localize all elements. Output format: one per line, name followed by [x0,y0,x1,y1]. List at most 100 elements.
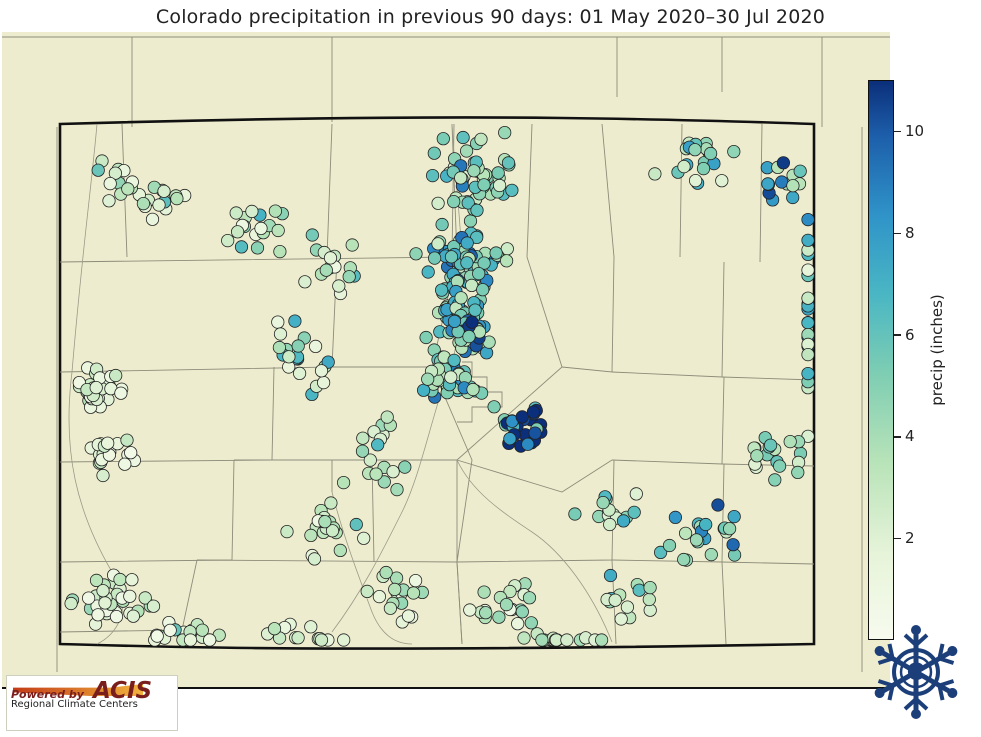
station-point[interactable] [333,280,345,292]
station-point[interactable] [305,529,317,541]
station-point[interactable] [649,168,661,180]
station-point[interactable] [502,157,514,169]
station-point[interactable] [119,458,131,470]
station-point[interactable] [522,438,534,450]
station-point[interactable] [372,439,384,451]
station-point[interactable] [469,304,481,316]
station-point[interactable] [97,469,109,481]
station-point[interactable] [802,317,814,329]
station-point[interactable] [516,606,528,618]
station-point[interactable] [609,594,621,606]
station-point[interactable] [102,437,114,449]
station-point[interactable] [617,515,629,527]
station-point[interactable] [370,468,382,480]
station-point[interactable] [305,621,317,633]
station-point[interactable] [512,618,524,630]
station-point[interactable] [432,197,444,209]
station-point[interactable] [171,192,183,204]
station-point[interactable] [604,518,616,530]
station-point[interactable] [569,508,581,520]
station-point[interactable] [122,183,134,195]
station-point[interactable] [561,634,573,646]
station-point[interactable] [356,445,368,457]
station-point[interactable] [478,586,490,598]
station-point[interactable] [272,316,284,328]
station-point[interactable] [802,213,814,225]
station-point[interactable] [712,499,724,511]
station-point[interactable] [490,247,502,259]
station-point[interactable] [124,590,136,602]
station-point[interactable] [389,583,401,595]
station-point[interactable] [464,215,476,227]
station-point[interactable] [700,518,712,530]
station-point[interactable] [90,381,102,393]
station-point[interactable] [448,315,460,327]
station-point[interactable] [151,630,163,642]
station-point[interactable] [678,160,690,172]
station-point[interactable] [251,242,263,254]
station-point[interactable] [230,207,242,219]
station-point[interactable] [184,634,196,646]
station-point[interactable] [92,609,104,621]
station-point[interactable] [158,185,170,197]
station-point[interactable] [153,199,165,211]
station-point[interactable] [147,600,159,612]
station-point[interactable] [409,574,421,586]
station-point[interactable] [114,573,126,585]
station-point[interactable] [464,604,476,616]
station-point[interactable] [402,610,414,622]
station-point[interactable] [463,330,475,342]
station-point[interactable] [523,592,535,604]
station-point[interactable] [504,433,516,445]
station-point[interactable] [317,376,329,388]
station-point[interactable] [527,406,539,418]
station-point[interactable] [784,435,796,447]
station-point[interactable] [492,167,504,179]
station-point[interactable] [536,634,548,646]
station-point[interactable] [630,488,642,500]
station-point[interactable] [762,178,774,190]
station-point[interactable] [121,434,133,446]
station-point[interactable] [595,634,607,646]
station-point[interactable] [802,292,814,304]
station-point[interactable] [475,133,487,145]
station-point[interactable] [283,351,295,363]
station-point[interactable] [428,252,440,264]
station-point[interactable] [410,248,422,260]
station-point[interactable] [246,205,258,217]
station-point[interactable] [506,184,518,196]
station-point[interactable] [751,450,763,462]
station-point[interactable] [435,284,447,296]
station-point[interactable] [324,252,336,264]
station-point[interactable] [769,474,781,486]
station-point[interactable] [679,527,691,539]
station-point[interactable] [127,610,139,622]
station-point[interactable] [293,367,305,379]
station-point[interactable] [97,585,109,597]
station-point[interactable] [373,590,385,602]
station-point[interactable] [669,511,681,523]
station-point[interactable] [325,497,337,509]
station-point[interactable] [633,584,645,596]
station-point[interactable] [320,264,332,276]
station-point[interactable] [422,373,434,385]
station-point[interactable] [787,191,799,203]
station-point[interactable] [380,566,392,578]
station-point[interactable] [346,239,358,251]
station-point[interactable] [255,222,267,234]
station-point[interactable] [473,267,485,279]
station-point[interactable] [455,292,467,304]
station-point[interactable] [343,271,355,283]
station-point[interactable] [794,165,806,177]
station-point[interactable] [445,251,457,263]
station-point[interactable] [407,587,419,599]
station-point[interactable] [802,367,814,379]
station-point[interactable] [457,131,469,143]
station-point[interactable] [292,340,304,352]
station-point[interactable] [455,172,467,184]
station-point[interactable] [500,255,512,267]
station-point[interactable] [777,157,789,169]
station-point[interactable] [728,145,740,157]
station-point[interactable] [110,369,122,381]
station-point[interactable] [231,226,243,238]
